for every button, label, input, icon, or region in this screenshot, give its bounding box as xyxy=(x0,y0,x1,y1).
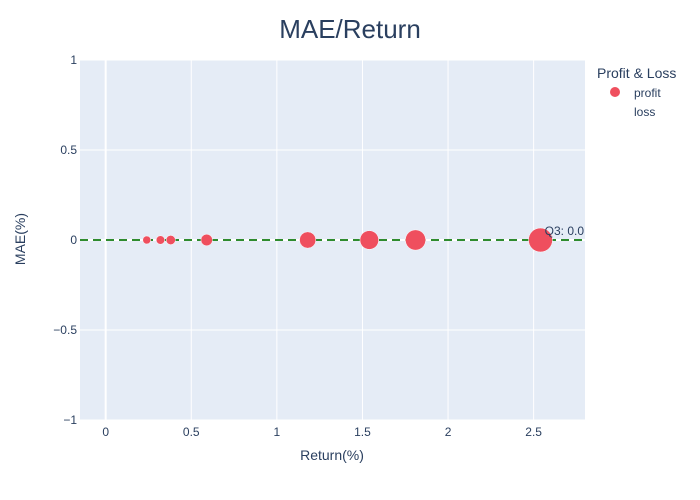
legend-label-loss: loss xyxy=(634,105,655,119)
data-point-profit xyxy=(165,235,176,245)
y-tick-label: 0.5 xyxy=(60,143,77,157)
x-tick-label: 2 xyxy=(445,425,452,439)
y-axis-title: MAE(%) xyxy=(12,213,28,265)
x-tick-label: 1.5 xyxy=(354,425,371,439)
y-tick-label: −0.5 xyxy=(53,323,77,337)
legend[interactable]: Profit & Loss profit loss xyxy=(597,65,676,119)
legend-item-profit[interactable]: profit xyxy=(610,86,661,100)
data-points xyxy=(142,227,553,253)
q3-reference-label: Q3: 0.0 xyxy=(545,224,585,238)
data-point-profit xyxy=(142,235,152,245)
legend-label-profit: profit xyxy=(634,86,661,100)
x-tick-label: 0.5 xyxy=(183,425,200,439)
data-point-profit xyxy=(528,227,553,253)
data-point-profit xyxy=(200,233,213,247)
x-axis-title: Return(%) xyxy=(300,447,364,463)
legend-title: Profit & Loss xyxy=(597,65,676,81)
y-tick-label: 1 xyxy=(70,53,77,67)
chart-title: MAE/Return xyxy=(279,14,421,44)
data-point-profit xyxy=(359,230,379,250)
legend-item-loss[interactable]: loss xyxy=(634,105,655,119)
axis-ticks: 0 0.5 1 1.5 2 2.5 −1 −0.5 0 0.5 1 xyxy=(53,53,542,439)
data-point-profit xyxy=(405,229,426,251)
y-tick-label: −1 xyxy=(63,413,77,427)
profit-marker-icon xyxy=(610,87,620,97)
data-point-profit xyxy=(155,235,165,245)
x-tick-label: 0 xyxy=(102,425,109,439)
x-tick-label: 1 xyxy=(274,425,281,439)
x-tick-label: 2.5 xyxy=(525,425,542,439)
data-point-profit xyxy=(299,231,317,249)
y-tick-label: 0 xyxy=(70,233,77,247)
